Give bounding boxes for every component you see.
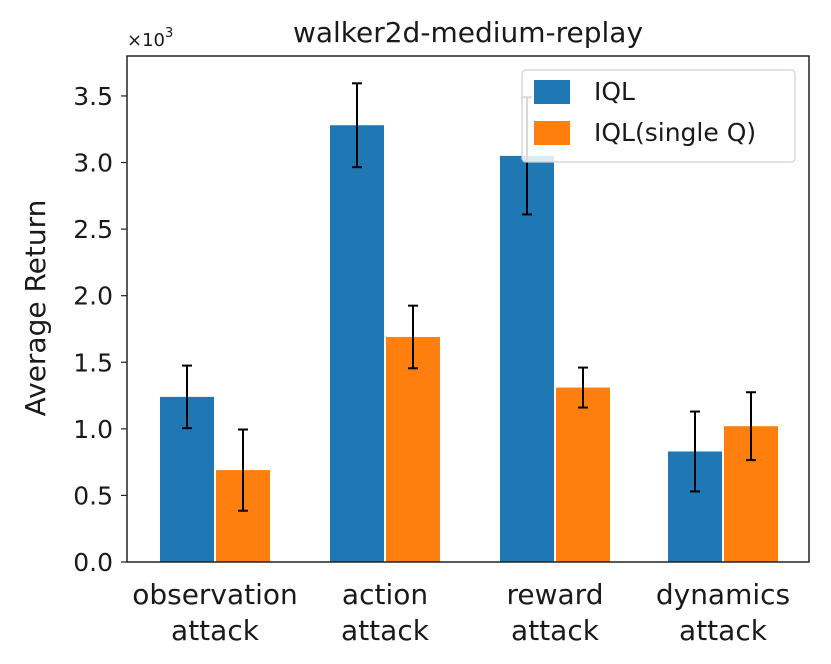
y-tick-label: 0.5 [73, 481, 113, 510]
x-category-label-line: reward [507, 578, 604, 611]
legend-frame [521, 69, 796, 163]
legend-label-iql-single-q: IQL(single Q) [594, 118, 756, 147]
y-axis-multiplier-base: ×10 [127, 30, 165, 51]
error-bar-iql-single-q-1 [408, 304, 418, 370]
x-category-label-line: action [342, 578, 428, 611]
y-axis-label: Average Return [19, 200, 52, 417]
x-category-label-line: attack [341, 614, 430, 647]
error-bar-iql-single-q-3 [746, 391, 756, 462]
bar-iql-single-q-1 [386, 336, 440, 562]
chart-title: walker2d-medium-replay [293, 16, 643, 49]
error-bar-iql-1 [352, 82, 362, 169]
x-category-label-line: attack [679, 614, 768, 647]
bar-iql-1 [330, 125, 384, 563]
y-axis-multiplier-exponent: 3 [165, 26, 173, 41]
x-category-label-line: attack [171, 614, 260, 647]
x-category-label: action attack [341, 578, 430, 647]
y-tick-label: 3.5 [73, 82, 113, 111]
y-ticks: 0.0 0.5 1.0 1.5 2.0 2.5 3.0 3.5 [73, 82, 127, 577]
legend-swatch-iql-single-q [534, 121, 570, 145]
plot-frame [126, 55, 810, 563]
legend-swatch-iql [534, 80, 570, 104]
bar-iql-single-q-2 [556, 387, 610, 562]
bars [160, 125, 778, 563]
error-bar-iql-3 [690, 410, 700, 493]
x-category-label: dynamics attack [656, 578, 790, 647]
y-tick-label: 1.5 [73, 348, 113, 377]
x-category-label-line: attack [511, 614, 600, 647]
legend: IQL IQL(single Q) [521, 69, 796, 163]
y-tick-label: 3.0 [73, 149, 113, 178]
y-axis-multiplier: ×103 [127, 26, 173, 51]
x-category-label: reward attack [507, 578, 604, 647]
x-category-label-line: dynamics [656, 578, 790, 611]
error-bar-iql-0 [182, 364, 192, 430]
error-bar-iql-single-q-0 [238, 428, 248, 512]
x-category-label-line: observation [132, 578, 298, 611]
y-tick-label: 2.5 [73, 215, 113, 244]
x-category-label: observation attack [132, 578, 298, 647]
y-tick-label: 1.0 [73, 415, 113, 444]
error-bar-iql-single-q-2 [578, 366, 588, 409]
y-tick-label: 0.0 [73, 548, 113, 577]
y-tick-label: 2.0 [73, 282, 113, 311]
legend-label-iql: IQL [594, 77, 635, 106]
bar-iql-2 [500, 155, 554, 563]
